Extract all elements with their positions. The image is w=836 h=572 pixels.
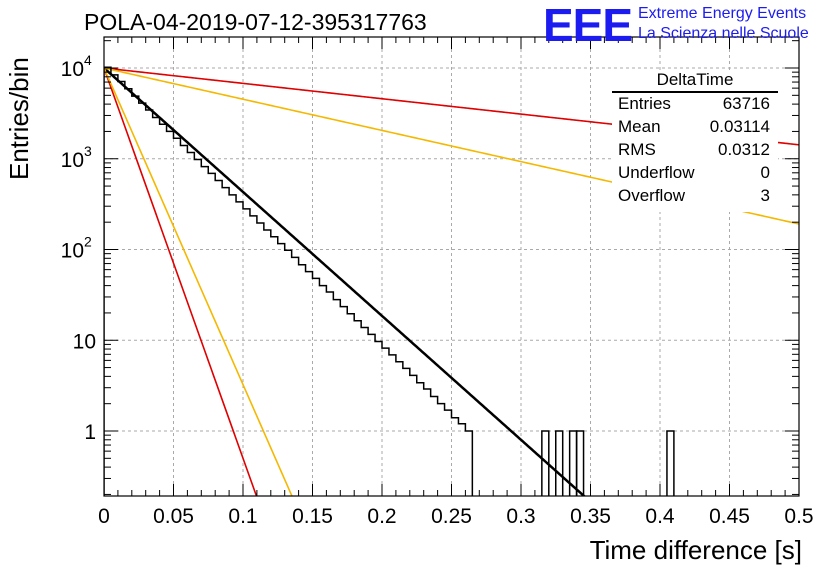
stats-divider bbox=[612, 91, 778, 93]
x-tick-label: 0.5 bbox=[784, 505, 813, 528]
histogram-bin bbox=[575, 430, 585, 496]
y-tick-label: 10 bbox=[73, 330, 96, 353]
stats-title: DeltaTime bbox=[656, 70, 734, 89]
histogram-bin bbox=[555, 430, 564, 496]
stats-row-mean: Mean 0.03114 bbox=[618, 117, 770, 139]
x-tick-label: 0.15 bbox=[292, 505, 333, 528]
histogram-bin bbox=[666, 430, 675, 496]
x-tick-label: 0.2 bbox=[367, 505, 396, 528]
eee-logo: EEE bbox=[543, 0, 633, 51]
tick-labels: 0 0.05 0.1 0.15 0.2 0.25 0.3 0.35 0.4 0.45 0.5 1 10 1… bbox=[61, 52, 814, 528]
chart-title: POLA-04-2019-07-12-395317763 bbox=[84, 9, 427, 35]
histogram-bin bbox=[541, 430, 550, 496]
stats-row-rms: RMS 0.0312 bbox=[618, 140, 770, 162]
y-tick-exponent: 2 bbox=[84, 234, 92, 250]
stats-value: 63716 bbox=[722, 94, 770, 113]
y-axis-label: Entries/bin bbox=[4, 57, 34, 180]
grid-lines bbox=[104, 37, 799, 496]
fit-curve-1 bbox=[104, 67, 586, 496]
logo-caption-line1: Extreme Energy Events bbox=[638, 5, 807, 22]
x-tick-label: 0 bbox=[98, 505, 110, 528]
stats-key: Entries bbox=[618, 94, 671, 113]
histogram-bin bbox=[568, 430, 578, 496]
stats-row-underflow: Underflow 0 bbox=[618, 163, 770, 185]
stats-key: Mean bbox=[618, 117, 661, 136]
y-tick-label: 10 bbox=[61, 58, 84, 81]
stats-key: Overflow bbox=[618, 186, 686, 205]
x-tick-label: 0.35 bbox=[570, 505, 611, 528]
stats-value: 0 bbox=[760, 163, 770, 182]
axis-ticks bbox=[103, 37, 800, 496]
y-tick-exponent: 4 bbox=[84, 52, 92, 68]
fit-curve-5 bbox=[104, 67, 293, 496]
stats-value: 0.03114 bbox=[709, 117, 770, 136]
y-tick-label: 10 bbox=[61, 149, 84, 172]
stats-row-entries: Entries 63716 bbox=[618, 94, 770, 116]
y-tick-label: 1 bbox=[84, 421, 96, 444]
fit-curve-4 bbox=[104, 67, 258, 496]
y-tick-label: 10 bbox=[61, 240, 84, 263]
x-tick-label: 0.3 bbox=[506, 505, 535, 528]
x-tick-label: 0.45 bbox=[709, 505, 750, 528]
stats-box: DeltaTime Entries 63716 Mean 0.03114 RMS… bbox=[612, 70, 778, 212]
x-axis-label: Time difference [s] bbox=[589, 535, 802, 565]
histogram-outline bbox=[104, 66, 474, 496]
stats-row-overflow: Overflow 3 bbox=[618, 186, 770, 208]
histogram bbox=[104, 66, 675, 496]
x-tick-label: 0.1 bbox=[228, 505, 257, 528]
logo-caption-line2: La Scienza nelle Scuole bbox=[638, 25, 809, 42]
stats-key: Underflow bbox=[618, 163, 695, 182]
x-tick-label: 0.25 bbox=[431, 505, 472, 528]
stats-value: 3 bbox=[760, 186, 770, 205]
x-tick-label: 0.05 bbox=[153, 505, 194, 528]
stats-value: 0.0312 bbox=[718, 140, 770, 159]
stats-key: RMS bbox=[618, 140, 656, 159]
y-tick-exponent: 3 bbox=[84, 143, 92, 159]
x-tick-label: 0.4 bbox=[645, 505, 675, 528]
